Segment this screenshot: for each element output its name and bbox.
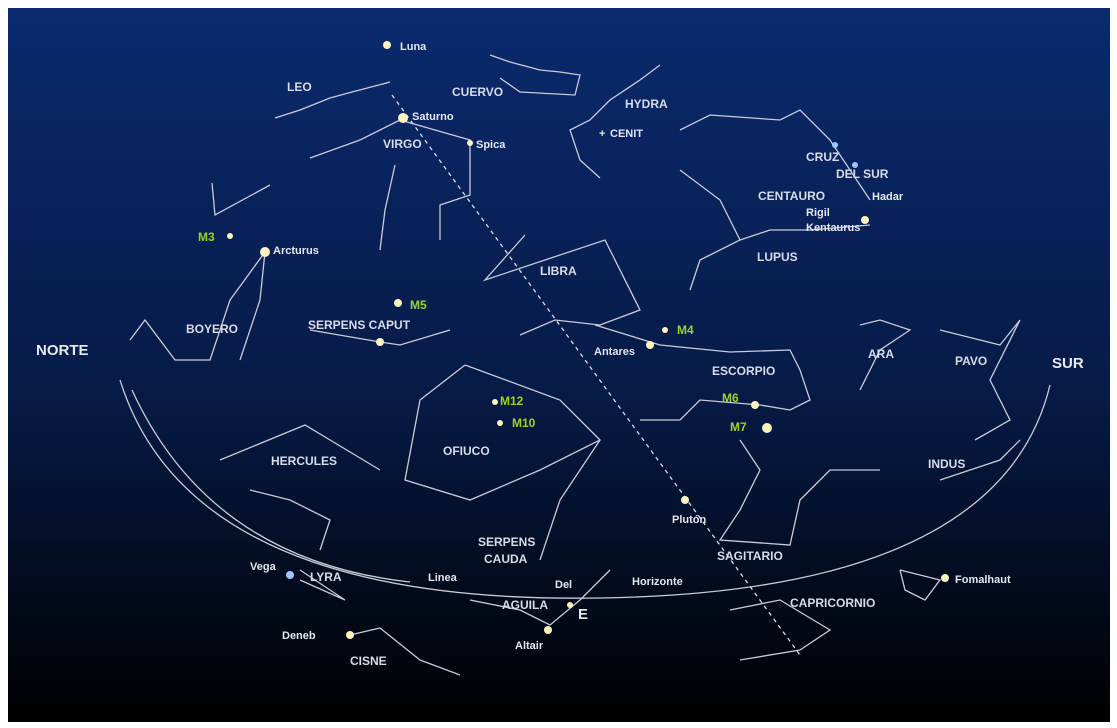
label: Altair [515,640,544,652]
label: ESCORPIO [712,364,775,378]
label: Antares [594,346,635,358]
label: E [578,606,588,623]
constellation-labels: LEO CUERVO HYDRA VIRGO CRUZ DEL SUR CENT… [186,80,987,668]
line-labels: Linea Horizonte [428,572,683,588]
label: VIRGO [383,137,422,151]
label: Vega [250,561,277,573]
label: CAPRICORNIO [790,596,875,610]
label: HERCULES [271,454,337,468]
label: CUERVO [452,85,503,99]
label: LEO [287,80,312,94]
direction-labels: NORTE SUR E [36,342,1084,623]
horizon [119,379,1051,599]
label: Spica [476,139,506,151]
label: Luna [400,41,427,53]
label: CRUZ [806,150,839,164]
label: Saturno [412,111,454,123]
label: LYRA [310,570,342,584]
sky [8,8,1110,722]
label: + [599,128,605,140]
label: M7 [730,420,747,434]
label: Plutón [672,514,706,526]
label: CAUDA [484,552,528,566]
label: M12 [500,394,524,408]
label: AGUILA [502,598,548,612]
star-labels: Luna Saturno Spica + CENIT Arcturus Anta… [250,41,1011,652]
label: SERPENS [478,535,535,549]
label: Horizonte [632,576,683,588]
label: HYDRA [625,97,668,111]
label: CENIT [610,128,643,140]
label: LUPUS [757,250,798,264]
horizon-inner [131,389,411,583]
label: SUR [1052,355,1084,372]
label: Deneb [282,630,316,642]
label: ARA [868,347,894,361]
label: Hadar [872,191,904,203]
label: Arcturus [273,245,319,257]
label: Linea [428,572,458,584]
label: Del [555,579,572,591]
label: M6 [722,391,739,405]
label: DEL SUR [836,167,889,181]
label: INDUS [928,457,965,471]
object-labels: M3 M5 M4 M12 M10 M6 M7 [198,230,747,434]
label: SERPENS CAPUT [308,318,411,332]
label: CENTAURO [758,189,825,203]
label: NORTE [36,342,89,359]
label: OFIUCO [443,444,490,458]
label: M5 [410,298,427,312]
label: SAGITARIO [717,549,783,563]
label: Rigil [806,207,830,219]
label: M4 [677,323,694,337]
label: M3 [198,230,215,244]
label: Fomalhaut [955,574,1011,586]
stars [227,41,949,639]
ecliptic [391,94,801,656]
constellation-lines [129,54,1021,676]
label: BOYERO [186,322,238,336]
label: M10 [512,416,536,430]
label: LIBRA [540,264,577,278]
label: Kentaurus [806,222,860,234]
label: CISNE [350,654,387,668]
label: PAVO [955,354,987,368]
